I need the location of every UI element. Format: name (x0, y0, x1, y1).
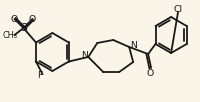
Text: CH₃: CH₃ (2, 32, 17, 40)
Text: F: F (37, 72, 42, 80)
Text: N: N (81, 52, 88, 60)
Text: S: S (20, 23, 27, 33)
Text: Cl: Cl (173, 4, 183, 13)
Text: O: O (147, 69, 154, 78)
Text: N: N (130, 42, 137, 50)
Text: O: O (11, 14, 18, 23)
Text: O: O (29, 14, 36, 23)
